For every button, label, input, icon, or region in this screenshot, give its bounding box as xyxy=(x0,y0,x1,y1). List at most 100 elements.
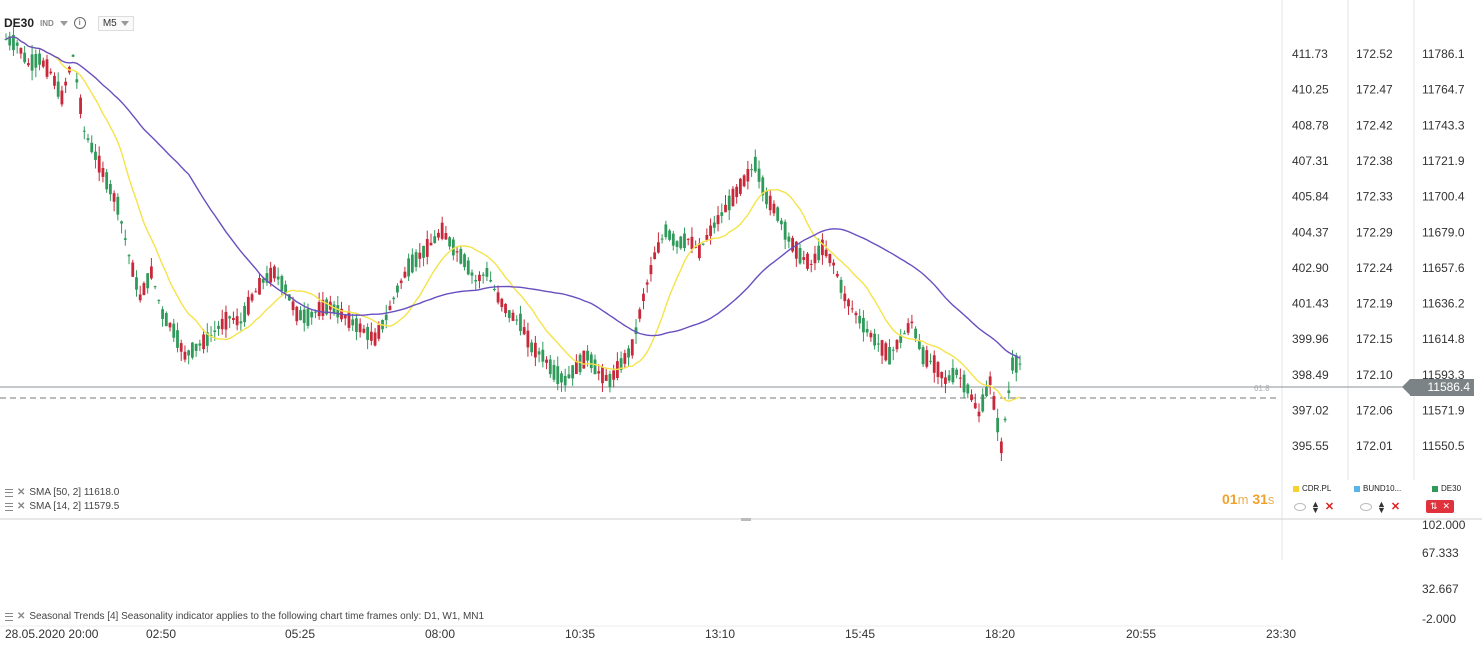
price-tick-1: 404.37 xyxy=(1292,225,1329,239)
candle xyxy=(850,308,854,310)
candle xyxy=(82,130,86,132)
candle xyxy=(627,348,630,358)
candle xyxy=(127,255,131,257)
color-swatch xyxy=(1354,485,1360,492)
candle xyxy=(686,238,690,240)
candle xyxy=(839,279,843,293)
price-tick-1: 407.31 xyxy=(1292,154,1329,168)
menu-icon[interactable] xyxy=(5,502,13,511)
candle xyxy=(60,90,64,105)
candle xyxy=(958,377,962,379)
compare-de30[interactable]: DE30 xyxy=(1432,484,1461,493)
candle xyxy=(250,294,254,301)
price-tick-1: 405.84 xyxy=(1292,190,1329,204)
candle xyxy=(97,155,101,173)
candle xyxy=(90,142,94,153)
candle xyxy=(824,249,828,257)
candle xyxy=(772,203,776,214)
close-icon[interactable]: ✕ xyxy=(17,487,26,498)
candle xyxy=(1014,355,1018,373)
candle xyxy=(653,252,657,260)
candle xyxy=(530,342,534,353)
time-tick: 23:30 xyxy=(1266,627,1296,641)
candle xyxy=(533,342,537,358)
eye-icon[interactable] xyxy=(1360,502,1372,511)
close-icon[interactable]: ✕ xyxy=(1390,501,1401,513)
time-tick: 18:20 xyxy=(985,627,1015,641)
candle xyxy=(455,251,459,253)
candle xyxy=(4,39,8,41)
candle xyxy=(358,323,362,333)
candle xyxy=(582,350,586,369)
candle xyxy=(194,343,198,351)
candle xyxy=(880,340,884,356)
close-icon[interactable]: ✕ xyxy=(17,611,26,622)
symbol-label[interactable]: DE30 xyxy=(4,16,35,30)
candle xyxy=(481,274,485,276)
price-tick-1: 411.73 xyxy=(1292,47,1328,61)
candle xyxy=(388,305,392,310)
candle xyxy=(478,274,481,282)
compare-de30-button[interactable]: ⇅ ✕ xyxy=(1426,500,1455,513)
candle xyxy=(243,305,246,323)
time-tick: 15:45 xyxy=(845,627,875,641)
chevron-down-icon[interactable] xyxy=(59,20,68,26)
candle xyxy=(135,277,138,290)
candle xyxy=(828,253,832,264)
candle xyxy=(701,243,705,245)
eye-icon[interactable] xyxy=(1294,502,1306,511)
price-tick-2: 172.06 xyxy=(1356,404,1393,418)
candle xyxy=(694,246,698,248)
indicator-sma14[interactable]: ✕ SMA [14, 2] 11579.5 xyxy=(5,501,119,512)
candle xyxy=(645,282,649,285)
reorder-icon[interactable]: ▲ ▼ xyxy=(1377,498,1386,515)
candle xyxy=(765,190,768,205)
candle xyxy=(992,396,996,410)
indicator-sma50[interactable]: ✕ SMA [50, 2] 11618.0 xyxy=(5,487,119,498)
close-icon[interactable]: ✕ xyxy=(17,501,26,512)
candle xyxy=(552,364,556,380)
candle xyxy=(108,183,112,195)
candle xyxy=(280,276,284,291)
candle xyxy=(642,293,645,302)
candle xyxy=(869,332,873,338)
price-tick-de30: 11721.9 xyxy=(1422,154,1465,168)
candle xyxy=(560,373,563,383)
candle xyxy=(23,52,27,63)
candle xyxy=(205,332,209,346)
candle xyxy=(709,225,712,236)
compare-cdr[interactable]: CDR.PL xyxy=(1293,484,1331,493)
candle xyxy=(265,273,269,283)
candle xyxy=(120,221,123,224)
info-icon[interactable]: i xyxy=(73,17,86,29)
sub-axis-tick: 102.000 xyxy=(1422,518,1466,532)
candle xyxy=(161,309,164,319)
candle xyxy=(26,63,30,66)
candle xyxy=(384,314,388,321)
menu-icon[interactable] xyxy=(5,488,13,497)
indicator-seasonal[interactable]: ✕ Seasonal Trends [4] Seasonality indica… xyxy=(5,611,484,622)
candle xyxy=(940,371,944,379)
candle xyxy=(683,233,686,249)
timeframe-select[interactable]: M5 xyxy=(97,15,134,31)
indicator-label: SMA [14, 2] 11579.5 xyxy=(29,501,120,512)
price-tick-de30: 11743.3 xyxy=(1422,118,1465,132)
price-tick-de30: 11550.5 xyxy=(1422,439,1465,453)
candle xyxy=(996,417,1000,433)
menu-icon[interactable] xyxy=(5,612,13,621)
candle xyxy=(507,310,511,318)
candle xyxy=(813,253,817,264)
price-tick-de30: 11700.4 xyxy=(1422,190,1465,204)
reorder-icon[interactable]: ▲ ▼ xyxy=(1311,498,1320,515)
candle xyxy=(94,151,97,160)
candle xyxy=(399,280,403,284)
price-tick-1: 397.02 xyxy=(1292,404,1329,418)
candle xyxy=(474,280,478,282)
candle xyxy=(821,239,824,256)
price-tick-1: 398.49 xyxy=(1292,368,1329,382)
price-tick-de30: 11636.2 xyxy=(1422,297,1465,311)
compare-bund[interactable]: BUND10... xyxy=(1354,484,1401,493)
close-icon[interactable]: ✕ xyxy=(1324,501,1335,513)
candle xyxy=(612,370,616,380)
